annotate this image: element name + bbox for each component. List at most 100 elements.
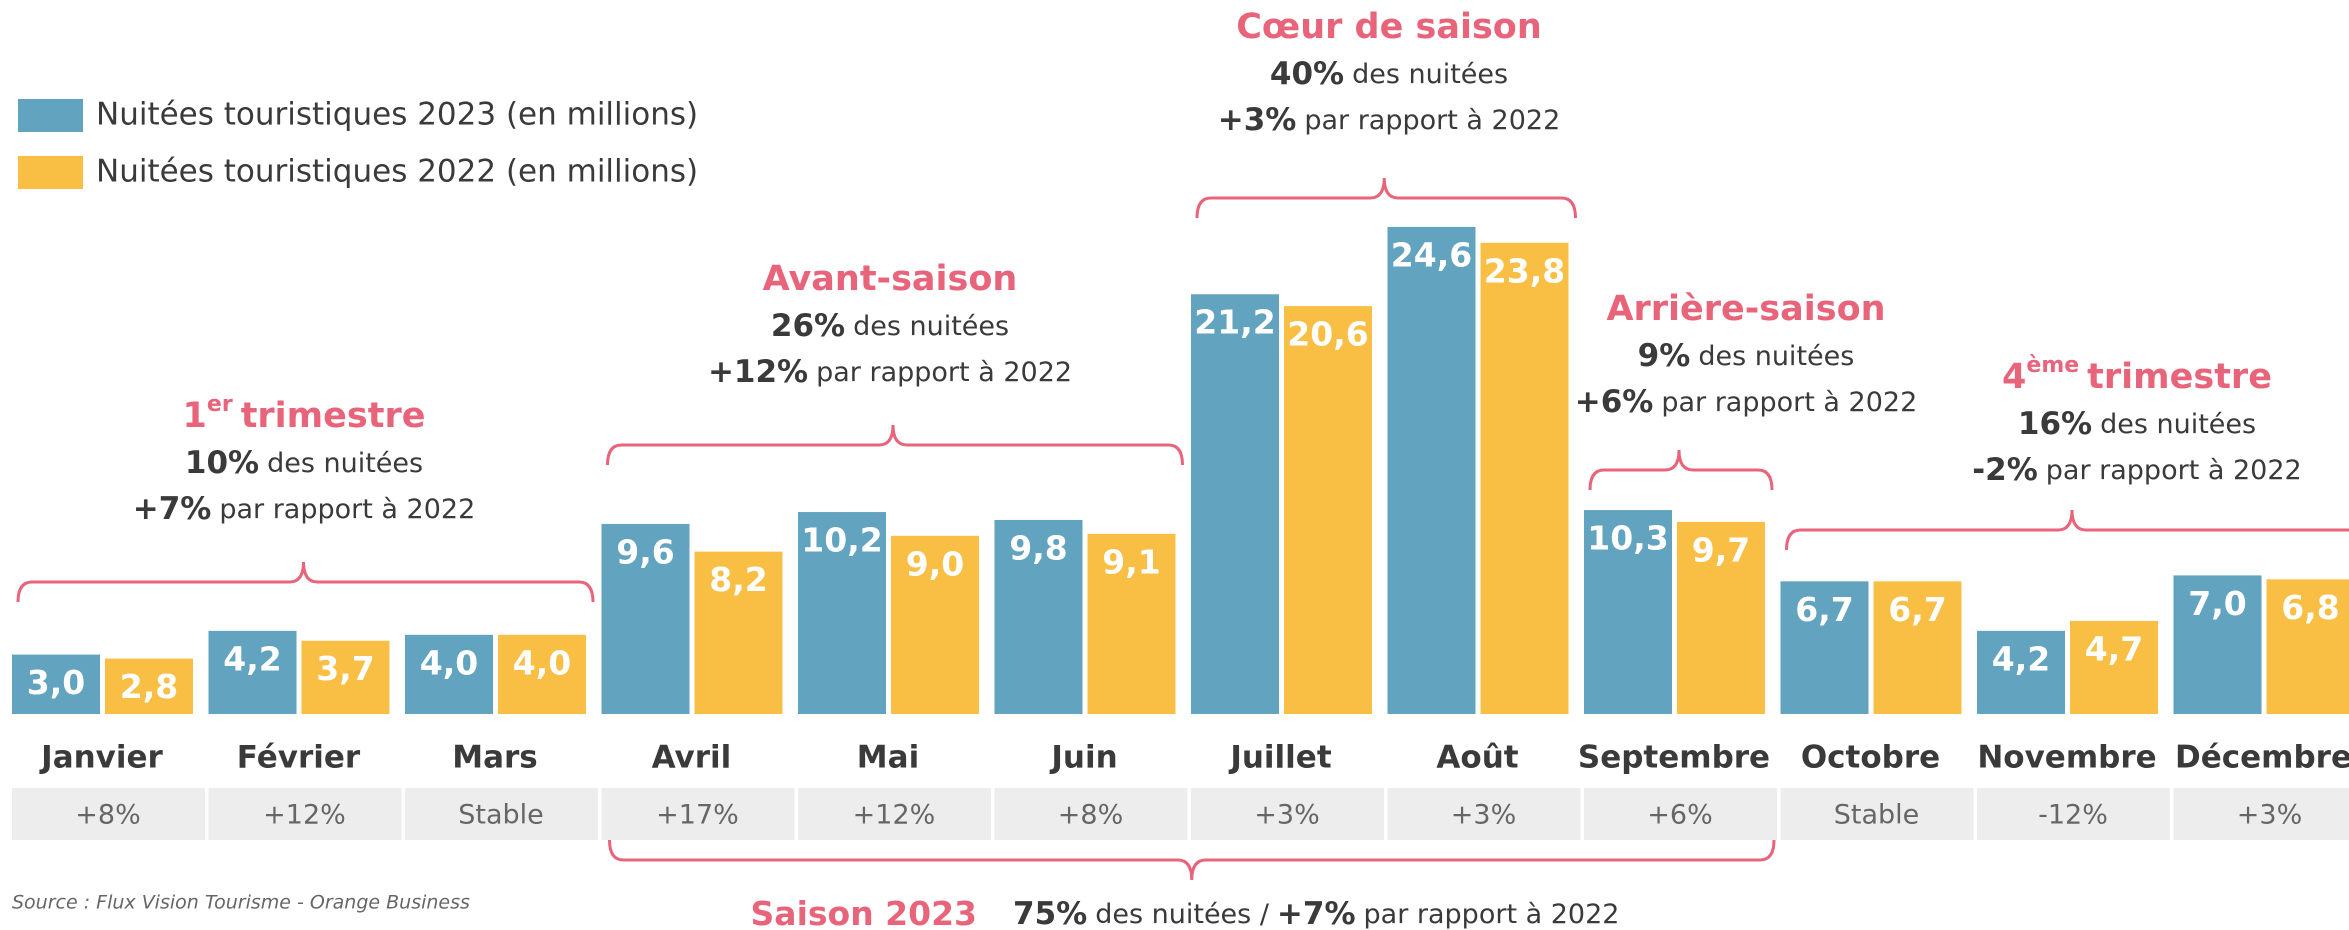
annotation-line: 26% des nuitées bbox=[771, 308, 1009, 344]
month-label: Août bbox=[1436, 740, 1518, 776]
variation-cell bbox=[208, 788, 402, 840]
variation-label: +8% bbox=[75, 800, 140, 831]
variation-label: Stable bbox=[458, 800, 544, 831]
title-text: Cœur de saison bbox=[1236, 7, 1542, 47]
legend-label: Nuitées touristiques 2022 (en millions) bbox=[96, 154, 698, 190]
month-label: Décembre bbox=[2175, 740, 2349, 776]
annotation-title: Arrière-saison bbox=[1606, 289, 1885, 329]
annotation-text: des nuitées bbox=[267, 448, 423, 479]
season-line: Saison 2023 75% des nuitées / +7% par rappor… bbox=[751, 894, 1620, 930]
season-title: Saison 2023 bbox=[751, 894, 978, 930]
bar-value-label: 9,8 bbox=[1009, 528, 1067, 567]
month-label: Février bbox=[237, 740, 361, 776]
bar bbox=[1584, 510, 1672, 714]
variation-label: -12% bbox=[2038, 800, 2108, 831]
bar-value-label: 9,6 bbox=[616, 532, 674, 571]
month-label: Mai bbox=[857, 740, 919, 776]
month-label: Juin bbox=[1049, 740, 1117, 776]
bar-value-label: 20,6 bbox=[1287, 315, 1368, 354]
annotation-figure: -2% bbox=[1972, 452, 2038, 488]
title-text: Avant-saison bbox=[763, 259, 1018, 299]
bar-value-label: 6,7 bbox=[1795, 590, 1853, 629]
annotation-text: des nuitées bbox=[853, 311, 1009, 342]
bar bbox=[208, 630, 297, 714]
bar-value-label: 4,2 bbox=[223, 639, 281, 678]
bar bbox=[601, 523, 690, 714]
month-label: Juillet bbox=[1228, 740, 1332, 776]
variation-cell bbox=[1387, 788, 1581, 840]
bar-value-label: 4,0 bbox=[513, 643, 571, 682]
bar bbox=[798, 512, 886, 714]
bar-value-label: 6,7 bbox=[1888, 590, 1946, 629]
title-text: 1 bbox=[183, 396, 207, 436]
annotation-text: par rapport à 2022 bbox=[1661, 387, 1917, 418]
bar bbox=[1087, 533, 1176, 714]
title-text: trimestre bbox=[2087, 357, 2272, 397]
variation-cell bbox=[1780, 788, 1974, 840]
variation-cell bbox=[798, 788, 991, 840]
annotation-text: par rapport à 2022 bbox=[1304, 105, 1560, 136]
month-label: Mars bbox=[452, 740, 538, 776]
annotation-line: +7% par rapport à 2022 bbox=[133, 491, 476, 527]
bar bbox=[1284, 306, 1372, 714]
annotation-line: -2% par rapport à 2022 bbox=[1972, 452, 2301, 488]
bar-value-label: 9,1 bbox=[1102, 542, 1160, 581]
variation-cell bbox=[1191, 788, 1384, 840]
bar bbox=[994, 519, 1083, 714]
season-text: des nuitées / bbox=[1095, 899, 1270, 930]
variation-label: +3% bbox=[1451, 800, 1516, 831]
variation-label: +17% bbox=[656, 800, 739, 831]
annotation-figure: +12% bbox=[708, 354, 808, 390]
annotation-figure: 40% bbox=[1270, 56, 1344, 92]
variation-label: Stable bbox=[1834, 800, 1920, 831]
bar-value-label: 10,2 bbox=[801, 521, 882, 560]
bar-value-label: 4,2 bbox=[1992, 639, 2050, 678]
bar bbox=[1677, 521, 1765, 714]
bar bbox=[12, 654, 100, 714]
bar bbox=[301, 640, 390, 714]
bar bbox=[498, 634, 586, 714]
annotation-text: par rapport à 2022 bbox=[816, 357, 1072, 388]
legend-swatch bbox=[18, 156, 83, 189]
annotation-text: par rapport à 2022 bbox=[2046, 455, 2302, 486]
annotation-figure: +6% bbox=[1575, 384, 1654, 420]
bar-value-label: 4,7 bbox=[2085, 629, 2143, 668]
bracket bbox=[606, 424, 1184, 466]
legend-label: Nuitées touristiques 2023 (en millions) bbox=[96, 97, 698, 133]
month-label: Octobre bbox=[1801, 740, 1940, 776]
annotation-text: des nuitées bbox=[2100, 409, 2256, 440]
variation-label: +3% bbox=[2237, 800, 2302, 831]
variation-label: +12% bbox=[853, 800, 936, 831]
variation-cell bbox=[601, 788, 795, 840]
bar bbox=[2173, 575, 2262, 714]
bar-value-label: 9,0 bbox=[906, 544, 964, 583]
variation-cell bbox=[994, 788, 1188, 840]
season-text: par rapport à 2022 bbox=[1364, 899, 1620, 930]
bar-value-label: 9,7 bbox=[1692, 530, 1750, 569]
annotation-line: 9% des nuitées bbox=[1638, 338, 1855, 374]
annotation-line: 16% des nuitées bbox=[2018, 406, 2256, 442]
bracket bbox=[608, 839, 1776, 881]
title-sup: ème bbox=[2026, 353, 2079, 378]
annotation-text: par rapport à 2022 bbox=[219, 494, 475, 525]
bar-value-label: 2,8 bbox=[120, 667, 178, 706]
month-label: Janvier bbox=[39, 740, 163, 776]
bracket bbox=[1785, 509, 2349, 551]
legend-swatch bbox=[18, 99, 83, 132]
bar-value-label: 8,2 bbox=[709, 560, 767, 599]
annotation-title: Cœur de saison bbox=[1236, 7, 1542, 47]
bar-value-label: 21,2 bbox=[1194, 303, 1275, 342]
variation-cell bbox=[12, 788, 205, 840]
annotation-figure: 16% bbox=[2018, 406, 2092, 442]
season-figure: 75% bbox=[1013, 896, 1087, 930]
bar-value-label: 3,7 bbox=[316, 649, 374, 688]
annotation-text: des nuitées bbox=[1352, 59, 1508, 90]
annotation-figure: 10% bbox=[185, 445, 259, 481]
annotation-text: des nuitées bbox=[1698, 341, 1854, 372]
bar-value-label: 4,0 bbox=[420, 643, 478, 682]
bar-value-label: 23,8 bbox=[1484, 251, 1565, 290]
variation-label: +6% bbox=[1647, 800, 1712, 831]
season-figure: +7% bbox=[1277, 896, 1356, 930]
annotation-title: 1er trimestre bbox=[183, 392, 426, 436]
